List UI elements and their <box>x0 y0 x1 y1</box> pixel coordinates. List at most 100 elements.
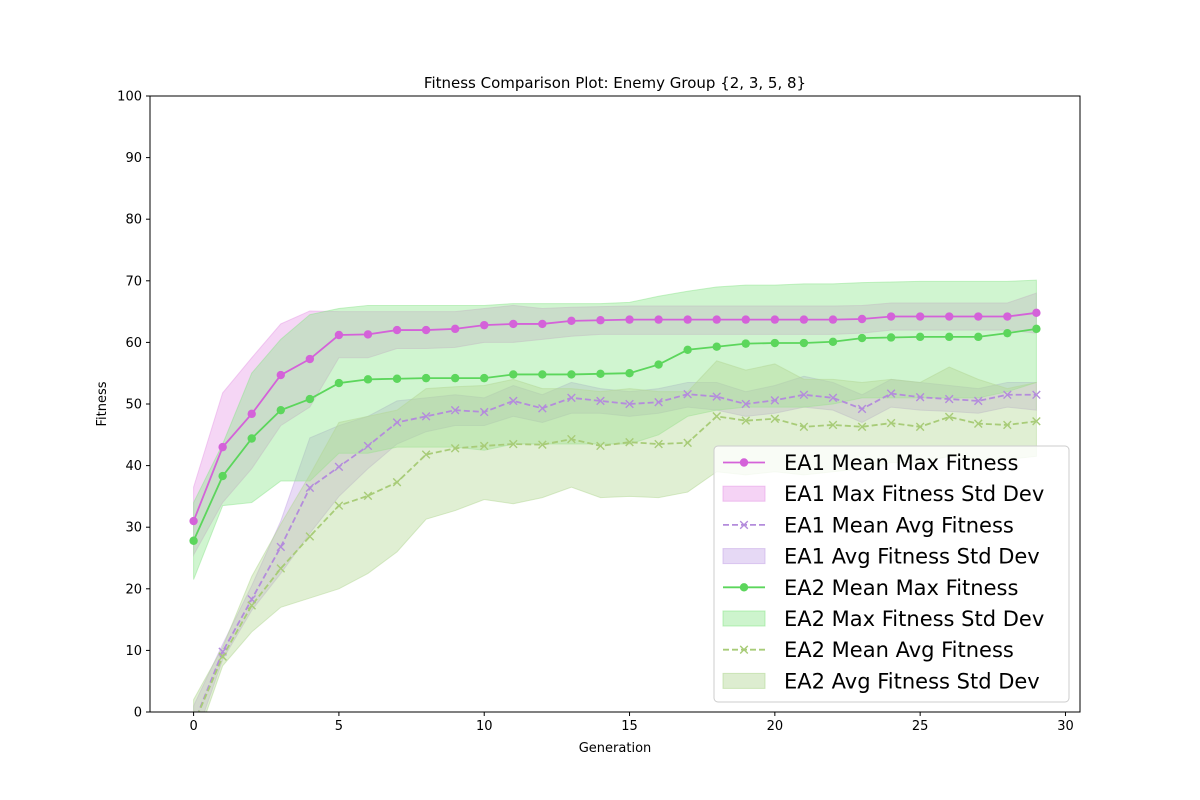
point-ea1-mean-max-fitness <box>1032 308 1041 318</box>
point-ea1-mean-max-fitness <box>799 315 809 324</box>
point-ea1-mean-max-fitness <box>334 330 344 340</box>
point-ea2-mean-avg-fitness <box>567 434 576 444</box>
point-ea2-mean-avg-fitness <box>538 440 547 449</box>
point-ea2-mean-max-fitness <box>247 434 256 443</box>
legend-label: EA2 Max Fitness Std Dev <box>784 607 1044 631</box>
point-ea2-mean-max-fitness <box>480 373 489 383</box>
point-ea2-mean-avg-fitness <box>886 418 896 428</box>
point-ea2-mean-max-fitness <box>654 360 663 369</box>
point-ea2-mean-max-fitness <box>189 536 198 545</box>
point-ea2-mean-max-fitness <box>886 333 896 342</box>
legend-marker <box>739 520 749 530</box>
point-ea1-mean-avg-fitness <box>508 396 518 406</box>
point-ea1-mean-avg-fitness <box>596 396 605 406</box>
point-ea2-mean-max-fitness <box>915 332 925 342</box>
point-ea1-mean-avg-fitness <box>567 393 576 403</box>
point-ea2-mean-avg-fitness <box>218 652 227 661</box>
point-ea2-mean-avg-fitness <box>944 412 954 422</box>
point-ea2-mean-max-fitness <box>857 333 867 343</box>
point-ea1-mean-avg-fitness <box>392 418 402 427</box>
line-ea2-mean-max-fitness <box>192 327 1037 542</box>
point-ea1-mean-max-fitness <box>625 315 634 324</box>
point-ea1-mean-max-fitness <box>509 319 518 329</box>
point-ea2-mean-max-fitness <box>828 337 838 346</box>
point-ea1-mean-avg-fitness <box>799 390 809 400</box>
legend-band-swatch <box>722 485 766 502</box>
point-ea1-mean-avg-fitness <box>450 405 460 415</box>
point-ea1-mean-max-fitness <box>654 315 663 324</box>
x-axis-label: Generation <box>579 741 652 756</box>
point-ea2-mean-avg-fitness <box>479 441 489 451</box>
legend-label: EA1 Mean Avg Fitness <box>784 513 1014 537</box>
point-ea1-mean-max-fitness <box>857 314 867 324</box>
point-ea1-mean-max-fitness <box>567 316 576 326</box>
legend-label: EA1 Avg Fitness Std Dev <box>784 545 1040 569</box>
point-ea1-mean-avg-fitness <box>479 407 489 417</box>
point-ea1-mean-avg-fitness <box>421 412 431 421</box>
point-ea2-mean-max-fitness <box>450 373 460 383</box>
x-tick-label: 15 <box>621 719 638 734</box>
point-ea2-mean-max-fitness <box>1032 324 1041 334</box>
point-ea1-mean-max-fitness <box>683 315 692 324</box>
x-axis: 0 5 10 15 20 25 30 <box>189 712 1074 734</box>
point-ea1-mean-max-fitness <box>945 312 954 321</box>
point-ea1-mean-max-fitness <box>1003 312 1012 321</box>
point-ea1-mean-max-fitness <box>392 325 402 335</box>
point-ea2-mean-avg-fitness <box>247 601 257 610</box>
point-ea1-mean-avg-fitness <box>683 389 692 399</box>
point-ea2-mean-max-fitness <box>363 375 373 384</box>
line-ea1-mean-max-fitness <box>192 311 1037 522</box>
x-tick-label: 30 <box>1057 719 1074 734</box>
series-markers <box>189 308 1041 661</box>
y-axis: 0 10 20 30 40 50 60 70 80 90 100 <box>117 90 150 721</box>
point-ea2-mean-avg-fitness <box>508 439 518 449</box>
point-ea2-mean-avg-fitness <box>770 414 780 424</box>
point-ea1-mean-avg-fitness <box>276 542 286 552</box>
y-tick-label: 30 <box>125 521 142 536</box>
point-ea1-mean-max-fitness <box>218 442 227 452</box>
legend-marker <box>739 645 749 654</box>
point-ea2-mean-avg-fitness <box>1032 416 1041 426</box>
point-ea1-mean-avg-fitness <box>712 392 722 401</box>
point-ea1-mean-max-fitness <box>828 315 838 324</box>
point-ea1-mean-max-fitness <box>189 516 198 526</box>
point-ea2-mean-avg-fitness <box>276 564 286 573</box>
point-ea1-mean-max-fitness <box>450 324 460 334</box>
chart-title: Fitness Comparison Plot: Enemy Group {2,… <box>424 74 806 92</box>
point-ea1-mean-avg-fitness <box>1032 390 1041 400</box>
point-ea1-mean-max-fitness <box>276 370 285 380</box>
legend-label: EA1 Mean Max Fitness <box>784 451 1018 475</box>
point-ea1-mean-avg-fitness <box>247 594 257 604</box>
legend-band-swatch <box>722 672 766 689</box>
point-ea2-mean-avg-fitness <box>712 412 722 421</box>
point-ea1-mean-max-fitness <box>596 316 605 325</box>
y-tick-label: 80 <box>125 213 142 228</box>
point-ea1-mean-max-fitness <box>770 315 780 324</box>
point-ea1-mean-avg-fitness <box>334 462 344 472</box>
point-ea2-mean-avg-fitness <box>828 420 838 430</box>
point-ea1-mean-max-fitness <box>247 409 256 419</box>
y-tick-label: 90 <box>125 151 142 166</box>
point-ea1-mean-max-fitness <box>974 312 983 321</box>
y-tick-label: 70 <box>125 274 142 289</box>
point-ea2-mean-avg-fitness <box>392 477 402 487</box>
point-ea1-mean-avg-fitness <box>741 399 751 409</box>
legend-box <box>713 445 1070 703</box>
y-tick-label: 20 <box>125 582 142 597</box>
legend-band-swatch <box>722 548 766 565</box>
legend-band-swatch <box>722 610 766 627</box>
point-ea1-mean-max-fitness <box>480 320 489 330</box>
point-ea2-mean-avg-fitness <box>683 438 692 448</box>
point-ea2-mean-max-fitness <box>712 342 721 351</box>
point-ea2-mean-avg-fitness <box>857 422 867 432</box>
point-ea1-mean-max-fitness <box>538 319 547 329</box>
legend-label: EA2 Mean Avg Fitness <box>784 638 1014 662</box>
series-lines <box>192 311 1037 712</box>
point-ea1-mean-avg-fitness <box>625 399 634 409</box>
point-ea1-mean-avg-fitness <box>973 396 983 406</box>
point-ea1-mean-avg-fitness <box>770 396 780 405</box>
legend-label: EA2 Mean Max Fitness <box>784 576 1018 600</box>
point-ea2-mean-max-fitness <box>741 339 750 348</box>
y-tick-label: 60 <box>125 336 142 351</box>
